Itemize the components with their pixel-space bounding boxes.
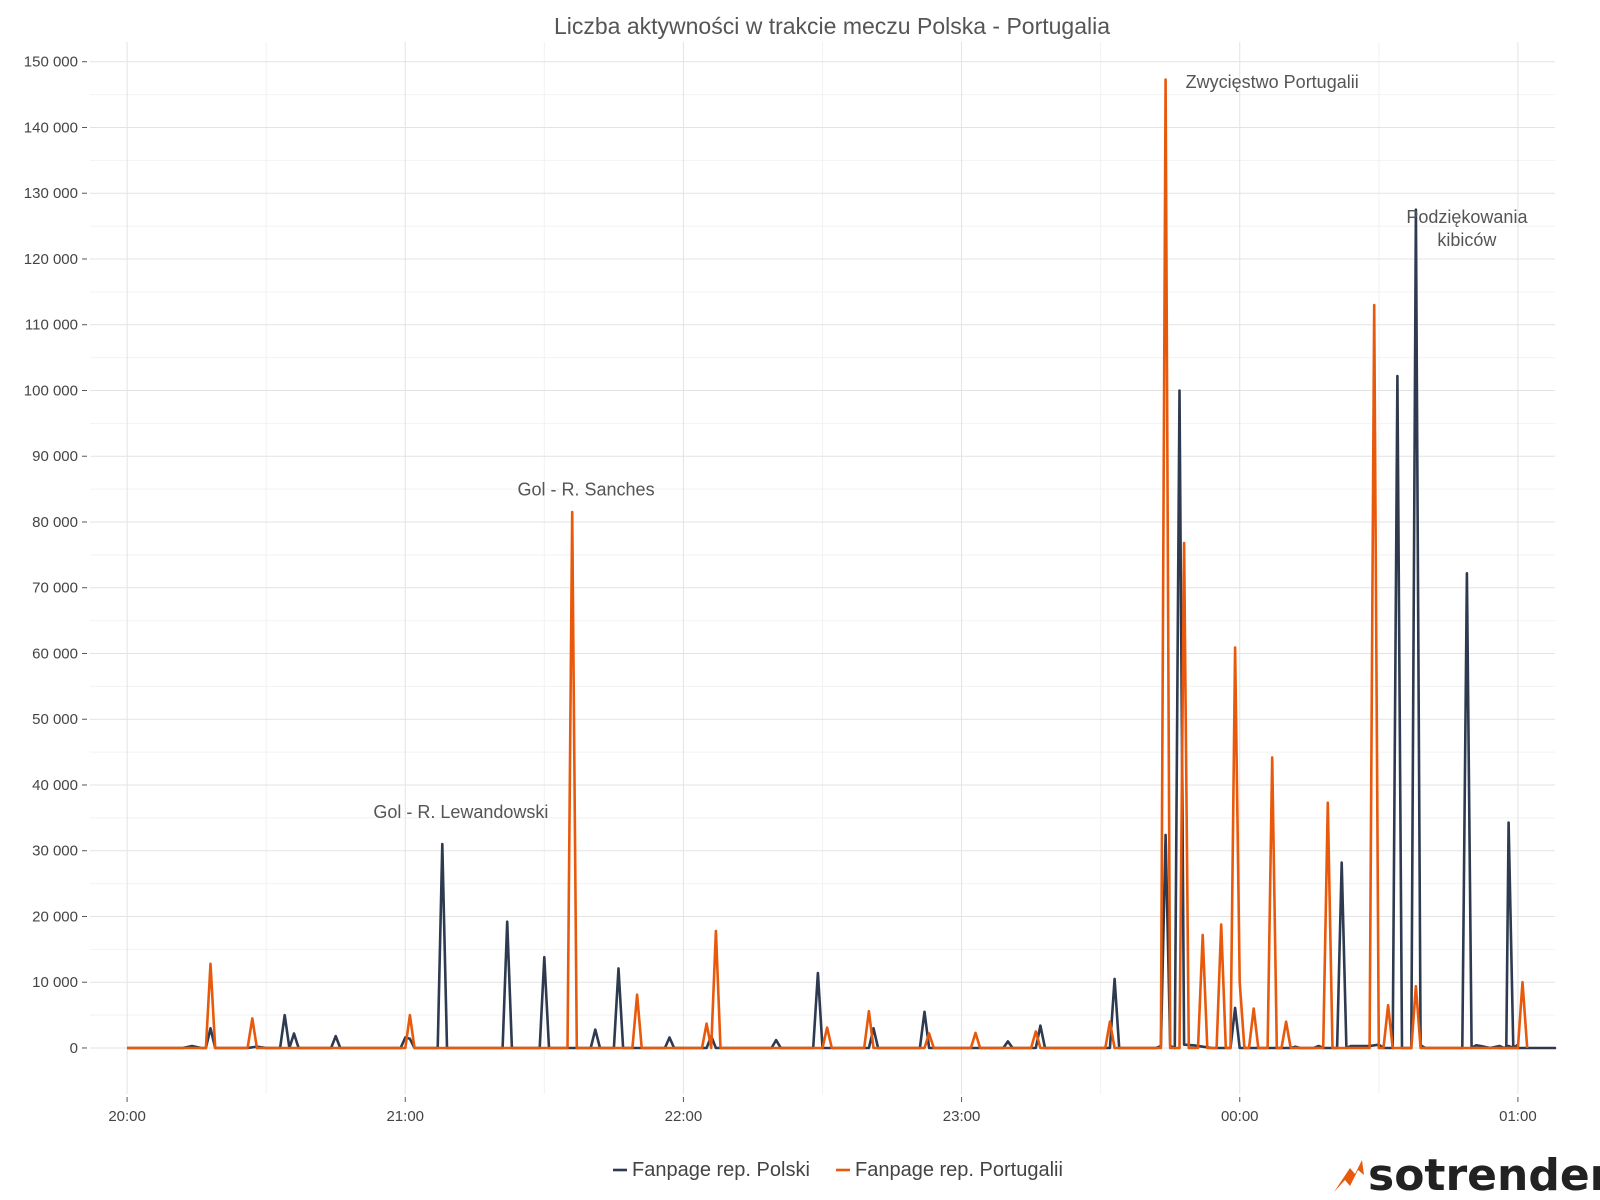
y-tick-label: 90 000 — [32, 448, 78, 465]
y-tick-label: 110 000 — [25, 317, 78, 334]
legend-entry: Fanpage rep. Polski — [632, 1159, 810, 1181]
series-line-portugalii — [127, 78, 1529, 1050]
x-tick-label: 01:00 — [1499, 1108, 1537, 1125]
y-tick-label: 20 000 — [32, 908, 78, 925]
x-tick-label: 23:00 — [943, 1108, 981, 1125]
legend: Fanpage rep. Polski Fanpage rep. Portugal… — [613, 1159, 1063, 1181]
y-tick-label: 40 000 — [32, 777, 78, 794]
series-line-polski — [127, 208, 1557, 1050]
grid — [90, 42, 1555, 1094]
y-tick-label: 130 000 — [24, 185, 78, 202]
y-tick-label: 50 000 — [32, 711, 78, 728]
x-tick-label: 00:00 — [1221, 1108, 1259, 1125]
annotation-label: kibiców — [1437, 230, 1497, 250]
y-tick-label: 100 000 — [24, 382, 78, 399]
x-tick-label: 21:00 — [386, 1108, 424, 1125]
y-axis: 0 10 000 20 000 30 000 40 000 50 000 60 000 70 … — [24, 54, 87, 1057]
y-tick-label: 150 000 — [24, 54, 78, 71]
y-tick-label: 0 — [70, 1040, 78, 1057]
logo-text: sotrender — [1368, 1150, 1600, 1200]
annotations: Gol - R. Lewandowski Gol - R. Sanches Zwyc… — [373, 72, 1528, 822]
y-tick-label: 60 000 — [32, 645, 78, 662]
logo-arrow-icon — [1334, 1160, 1364, 1192]
annotation-label: Gol - R. Lewandowski — [373, 802, 548, 822]
series-lines — [127, 78, 1557, 1050]
y-tick-label: 140 000 — [24, 119, 78, 136]
annotation-label: Podziękowania — [1406, 207, 1528, 227]
y-tick-label: 120 000 — [24, 251, 78, 268]
x-tick-label: 20:00 — [108, 1108, 146, 1125]
y-tick-label: 80 000 — [32, 514, 78, 531]
sotrender-logo: sotrender — [1334, 1150, 1600, 1200]
x-tick-label: 22:00 — [665, 1108, 703, 1125]
annotation-label: Gol - R. Sanches — [518, 480, 655, 500]
annotation-label: Zwycięstwo Portugalii — [1186, 72, 1359, 92]
y-tick-label: 70 000 — [32, 580, 78, 597]
x-axis: 20:00 21:00 22:00 23:00 00:00 01:00 — [108, 1097, 1537, 1125]
y-tick-label: 30 000 — [32, 843, 78, 860]
chart-title: Liczba aktywności w trakcie meczu Polska… — [554, 13, 1110, 39]
y-tick-label: 10 000 — [32, 974, 78, 991]
legend-entry: Fanpage rep. Portugalii — [855, 1159, 1063, 1181]
